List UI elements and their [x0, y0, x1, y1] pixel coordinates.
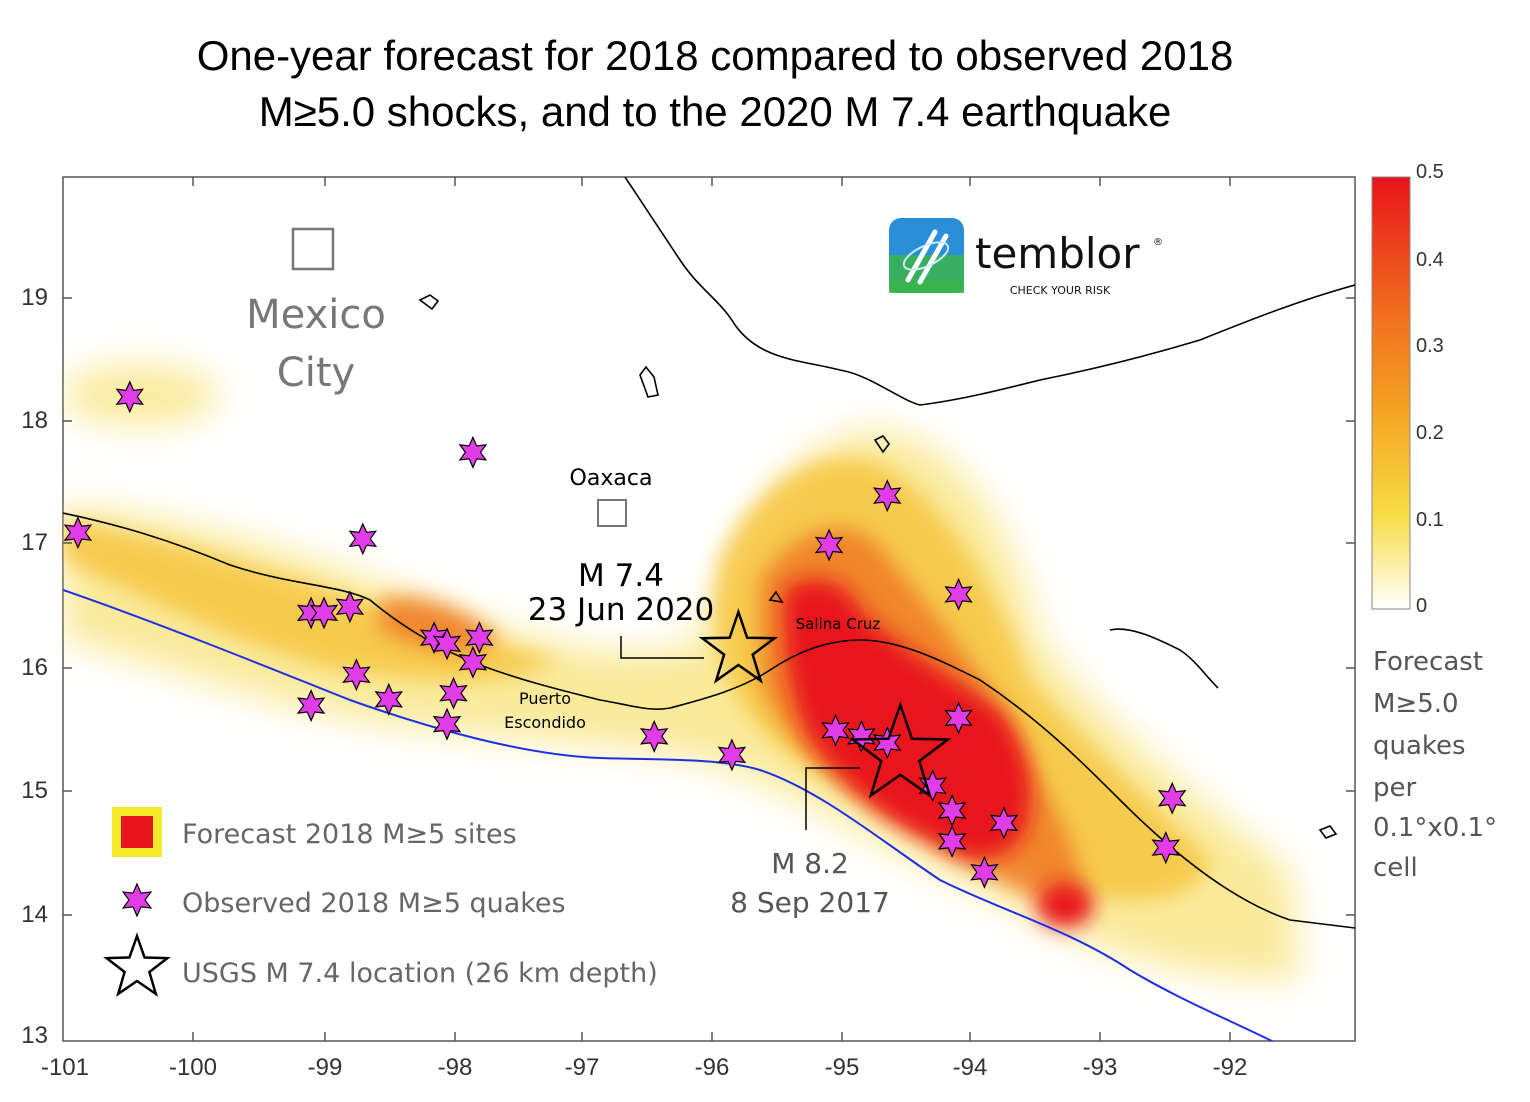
x-tick: -101	[41, 1054, 89, 1081]
observed-quake-star	[115, 380, 144, 414]
x-tick: -99	[308, 1054, 343, 1081]
legend-forecast-swatch	[121, 816, 153, 848]
x-tick: -95	[825, 1054, 860, 1081]
colorbar-tick: 0.4	[1416, 249, 1444, 271]
temblor-wordmark: temblor	[975, 229, 1140, 278]
colorbar-label-line: quakes	[1373, 731, 1466, 761]
coastline	[63, 177, 1355, 929]
observed-quake-star	[335, 590, 365, 624]
observed-quake-star	[873, 726, 902, 760]
observed-quakes	[63, 380, 1187, 889]
legend-observed-label: Observed 2018 M≥5 quakes	[182, 888, 566, 919]
observed-quake-star	[970, 855, 999, 889]
legend-usgs-label: USGS M 7.4 location (26 km depth)	[182, 958, 658, 989]
observed-quake-star	[814, 528, 844, 562]
colorbar-label-line: Forecast	[1373, 647, 1483, 677]
colorbar-tick: 0.3	[1416, 335, 1444, 357]
title-line-1: One-year forecast for 2018 compared to o…	[196, 32, 1234, 79]
y-tick: 14	[21, 901, 48, 928]
legend-observed-star	[121, 882, 153, 918]
colorbar-gradient	[1371, 176, 1411, 610]
observed-quake-star	[465, 621, 494, 655]
x-tick: -96	[695, 1054, 730, 1081]
observed-quake-star	[944, 577, 973, 611]
puerto-escondido-label-2: Escondido	[504, 713, 586, 732]
observed-quake-star	[989, 806, 1019, 840]
colorbar-label-line: 0.1°x0.1°	[1373, 813, 1497, 843]
x-tick: -98	[438, 1054, 473, 1081]
x-tick: -97	[565, 1054, 600, 1081]
observed-quake-star	[873, 479, 902, 513]
usgs-m82-star	[849, 701, 952, 799]
m74-leader-line	[620, 636, 704, 659]
observed-quake-star	[439, 676, 468, 710]
title-line-2: M≥5.0 shocks, and to the 2020 M 7.4 eart…	[258, 88, 1172, 135]
observed-quake-star	[309, 596, 339, 630]
observed-quake-star	[348, 522, 378, 556]
x-tick: -100	[169, 1054, 217, 1081]
observed-quake-star	[458, 435, 488, 469]
y-tick: 13	[21, 1022, 48, 1049]
observed-quake-star	[821, 713, 850, 747]
tick-marks	[63, 177, 1355, 1041]
observed-quake-star	[1151, 831, 1180, 865]
colorbar: 0.5 0.4 0.3 0.2 0.1 0 Forecast M≥5.0 qua…	[1371, 161, 1497, 883]
y-tick: 16	[21, 654, 48, 681]
observed-quake-star	[342, 658, 371, 692]
x-tick: -92	[1213, 1054, 1248, 1081]
temblor-tagline: CHECK YOUR RISK	[1010, 284, 1111, 297]
puerto-escondido-label-1: Puerto	[519, 689, 571, 708]
colorbar-label-line: cell	[1373, 853, 1418, 883]
y-tick: 18	[21, 407, 48, 434]
mexico-city-label-1: Mexico	[246, 292, 386, 338]
y-axis: 19 18 17 16 15 14 13	[21, 284, 48, 1049]
temblor-logo: temblor ® CHECK YOUR RISK	[889, 218, 1163, 297]
observed-quake-star	[1157, 781, 1187, 815]
m74-label-1: M 7.4	[578, 558, 664, 594]
salina-cruz-label: Salina Cruz	[796, 615, 881, 633]
oaxaca-label: Oaxaca	[570, 466, 653, 491]
usgs-m74-star	[698, 608, 779, 684]
m82-leader-line	[805, 767, 860, 830]
observed-quake-star	[918, 769, 947, 803]
colorbar-tick: 0.1	[1416, 509, 1444, 531]
observed-quake-star	[639, 719, 669, 753]
legend: Forecast 2018 M≥5 sites Observed 2018 M≥…	[103, 807, 658, 997]
observed-quake-star	[937, 824, 967, 858]
m82-label-2: 8 Sep 2017	[730, 886, 890, 919]
observed-quake-star	[432, 627, 462, 661]
observed-quake-star	[458, 645, 488, 679]
y-tick: 15	[21, 777, 48, 804]
y-tick: 17	[21, 529, 48, 556]
mexico-city-marker	[291, 227, 335, 271]
trench-line	[63, 589, 1275, 1041]
observed-quake-star	[944, 701, 973, 735]
oaxaca-marker	[597, 499, 627, 527]
colorbar-label-line: M≥5.0	[1373, 689, 1459, 719]
observed-quake-star	[847, 719, 876, 753]
temblor-reg-mark: ®	[1153, 237, 1163, 248]
colorbar-label-line: per	[1373, 773, 1417, 803]
m82-label-1: M 8.2	[771, 847, 849, 880]
observed-quake-star	[717, 738, 747, 772]
legend-forecast-label: Forecast 2018 M≥5 sites	[182, 819, 517, 850]
x-tick: -94	[953, 1054, 988, 1081]
map-title: One-year forecast for 2018 compared to o…	[0, 28, 1430, 140]
colorbar-tick: 0.5	[1416, 161, 1444, 183]
x-axis: -101 -100 -99 -98 -97 -96 -95 -94 -93 -9…	[41, 1054, 1247, 1081]
colorbar-tick: 0	[1416, 595, 1427, 617]
observed-quake-star	[296, 689, 326, 723]
observed-quake-star	[63, 516, 93, 550]
observed-quake-star	[432, 707, 462, 741]
m74-label-2: 23 Jun 2020	[528, 592, 714, 628]
y-tick: 19	[21, 284, 48, 311]
x-tick: -93	[1083, 1054, 1118, 1081]
mexico-city-label-2: City	[277, 350, 355, 396]
observed-quake-star	[374, 682, 403, 716]
colorbar-tick: 0.2	[1416, 422, 1444, 444]
legend-usgs-star	[103, 932, 171, 997]
